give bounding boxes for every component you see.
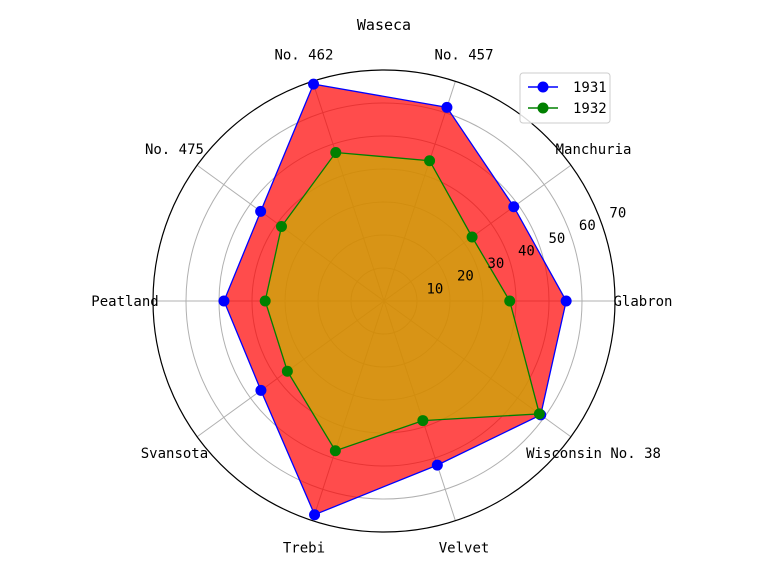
series-area bbox=[265, 152, 540, 451]
legend-marker bbox=[537, 81, 549, 93]
data-point bbox=[466, 231, 478, 243]
category-label: Manchuria bbox=[556, 142, 632, 158]
data-point bbox=[431, 459, 443, 471]
data-point bbox=[275, 221, 287, 233]
legend: 1931 1932 bbox=[519, 72, 611, 124]
legend-marker bbox=[537, 102, 549, 114]
radial-tick-label: 30 bbox=[487, 256, 504, 272]
data-point bbox=[441, 101, 453, 113]
data-point bbox=[424, 155, 436, 167]
radial-tick-label: 70 bbox=[609, 206, 626, 222]
data-point bbox=[560, 295, 572, 307]
chart-title: Waseca bbox=[357, 16, 411, 34]
radial-tick-label: 20 bbox=[457, 269, 474, 285]
data-point bbox=[309, 509, 321, 521]
series-layer bbox=[218, 78, 572, 521]
radial-tick-label: 50 bbox=[548, 231, 565, 247]
legend-item: 1932 bbox=[528, 101, 607, 117]
data-point bbox=[504, 295, 516, 307]
category-label: Peatland bbox=[91, 294, 158, 310]
category-label: No. 475 bbox=[145, 142, 204, 158]
category-label: Glabron bbox=[613, 294, 672, 310]
data-point bbox=[308, 78, 320, 90]
label-layer: 10 20 30 40 50 60 70 Glabron Manchuria No. 457 No.… bbox=[91, 48, 672, 557]
radial-tick-label: 10 bbox=[426, 281, 443, 297]
data-point bbox=[508, 201, 520, 213]
category-label: Trebi bbox=[283, 540, 325, 556]
legend-item: 1931 bbox=[528, 80, 607, 96]
data-point bbox=[330, 147, 342, 159]
data-point bbox=[218, 295, 230, 307]
category-label: No. 457 bbox=[435, 48, 494, 64]
series-1932 bbox=[259, 147, 545, 457]
data-point bbox=[417, 415, 429, 427]
data-point bbox=[329, 445, 341, 457]
legend-label: 1932 bbox=[573, 101, 607, 117]
category-label: Svansota bbox=[141, 446, 208, 462]
polar-frame bbox=[152, 69, 616, 533]
category-label: Velvet bbox=[439, 540, 490, 556]
legend-label: 1931 bbox=[573, 80, 607, 96]
radial-tick-label: 60 bbox=[579, 218, 596, 234]
category-label: Wisconsin No. 38 bbox=[526, 446, 661, 462]
data-point bbox=[255, 384, 267, 396]
data-point bbox=[255, 205, 267, 217]
data-point bbox=[259, 295, 271, 307]
data-point bbox=[281, 365, 293, 377]
radial-tick-label: 40 bbox=[518, 243, 535, 259]
data-point bbox=[533, 408, 545, 420]
category-label: No. 462 bbox=[274, 48, 333, 64]
